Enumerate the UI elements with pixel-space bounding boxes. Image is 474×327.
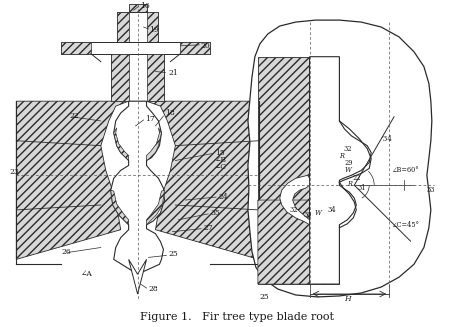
Polygon shape — [128, 259, 146, 294]
Polygon shape — [146, 190, 164, 225]
Text: ∠C=45°: ∠C=45° — [391, 221, 419, 229]
Polygon shape — [128, 4, 146, 12]
Polygon shape — [280, 175, 310, 225]
Text: 29: 29 — [345, 160, 353, 167]
Text: 20: 20 — [200, 42, 210, 50]
Text: 33: 33 — [427, 186, 436, 194]
Polygon shape — [16, 101, 128, 259]
Text: 22: 22 — [352, 174, 361, 182]
Polygon shape — [146, 128, 162, 161]
Text: 31: 31 — [357, 184, 366, 192]
Text: W: W — [345, 166, 351, 174]
Text: 25: 25 — [260, 293, 270, 301]
Polygon shape — [146, 101, 259, 259]
Text: '34: '34 — [381, 135, 392, 143]
Polygon shape — [248, 20, 432, 297]
Text: 30: 30 — [304, 211, 312, 219]
Polygon shape — [111, 190, 128, 225]
Polygon shape — [310, 57, 371, 284]
Text: R: R — [339, 151, 345, 160]
Text: 32: 32 — [343, 145, 352, 153]
Polygon shape — [114, 128, 128, 161]
Text: 27: 27 — [203, 224, 213, 232]
Text: ∠B: ∠B — [215, 157, 227, 164]
Polygon shape — [258, 180, 310, 284]
Text: 25: 25 — [168, 250, 178, 258]
Text: 15: 15 — [215, 148, 225, 157]
Text: 17: 17 — [146, 115, 155, 123]
Polygon shape — [180, 42, 210, 54]
Text: 18: 18 — [165, 109, 175, 117]
Text: 21: 21 — [168, 70, 178, 77]
Text: 35: 35 — [210, 209, 220, 217]
Text: W: W — [315, 209, 321, 217]
Text: Figure 1.   Fir tree type blade root: Figure 1. Fir tree type blade root — [140, 312, 334, 322]
Polygon shape — [111, 54, 164, 101]
Text: ∠C: ∠C — [215, 164, 227, 171]
Text: ∠A: ∠A — [81, 270, 93, 278]
Text: ∠B=60°: ∠B=60° — [391, 166, 419, 174]
Text: R: R — [347, 180, 352, 188]
Text: 26: 26 — [61, 249, 71, 256]
Text: 16: 16 — [141, 2, 150, 10]
Text: 28: 28 — [148, 285, 158, 293]
Text: 19: 19 — [149, 26, 159, 34]
Polygon shape — [61, 42, 91, 54]
Text: 22: 22 — [69, 112, 79, 120]
Polygon shape — [117, 12, 158, 42]
Text: 23: 23 — [9, 168, 19, 176]
Polygon shape — [146, 12, 158, 42]
Polygon shape — [111, 101, 164, 274]
Text: 34: 34 — [328, 206, 336, 214]
Text: 32: 32 — [290, 206, 298, 214]
Polygon shape — [146, 54, 164, 101]
Polygon shape — [111, 54, 128, 101]
Text: 24: 24 — [218, 193, 228, 201]
Text: H: H — [344, 295, 351, 303]
Polygon shape — [258, 57, 339, 284]
Polygon shape — [61, 42, 210, 54]
Polygon shape — [117, 12, 128, 42]
